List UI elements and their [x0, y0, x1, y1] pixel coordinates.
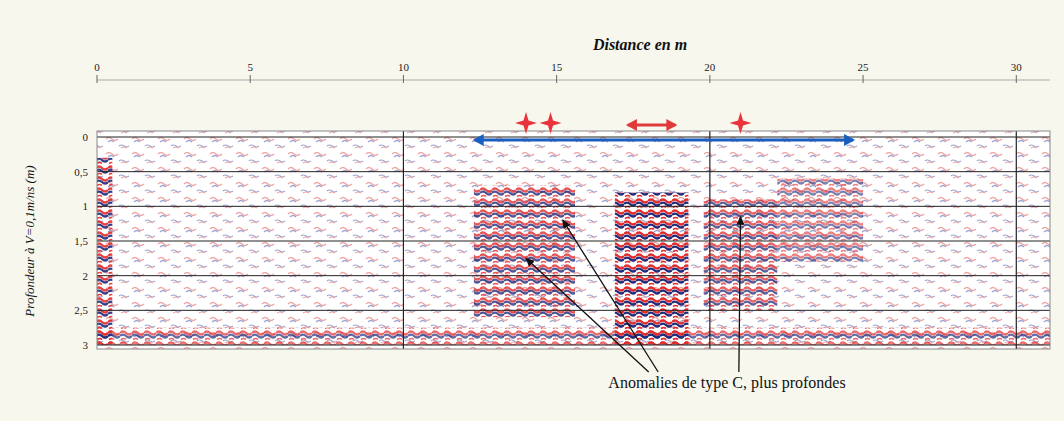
- x-axis-title: Distance en m: [592, 36, 687, 53]
- grid-line: [403, 131, 404, 349]
- y-tick-label: 2: [83, 270, 89, 282]
- grid-line: [97, 345, 1050, 346]
- y-tick-label: 3: [83, 339, 89, 351]
- zone-arrow: [628, 124, 675, 127]
- x-tick-label: 0: [94, 61, 100, 73]
- star-marker: [515, 112, 537, 134]
- x-axis-line: [97, 80, 1050, 81]
- chart: 0 5 10 15 20 25 30 0 0,5 1 1,5 2 2,5 3 Distance en m Pr…: [0, 0, 1064, 421]
- grid-line: [1016, 131, 1017, 349]
- annotation-pointer: [739, 217, 741, 372]
- y-tick-label: 1,5: [74, 235, 88, 247]
- span-arrow: [475, 139, 853, 142]
- star-marker: [540, 112, 562, 134]
- reflection-zone: [474, 186, 575, 318]
- annotation-text: Anomalies de type C, plus profondes: [608, 374, 845, 392]
- y-tick-label: 0,5: [74, 166, 88, 178]
- reflection-zone: [97, 328, 1050, 345]
- plot-area: [97, 131, 1050, 349]
- annotation-pointer: [563, 220, 658, 372]
- x-tick-label: 30: [1011, 61, 1023, 73]
- x-tick: [97, 75, 98, 83]
- y-tick-label: 1: [83, 200, 89, 212]
- x-tick-label: 20: [704, 61, 716, 73]
- grid-line: [97, 206, 1050, 207]
- radargram: [97, 131, 1050, 349]
- x-tick: [709, 75, 710, 83]
- grid-line: [97, 241, 1050, 242]
- x-tick: [403, 75, 404, 83]
- x-tick: [863, 75, 864, 83]
- grid-line: [97, 137, 1050, 138]
- x-tick: [250, 75, 251, 83]
- reflection-zone: [97, 131, 1050, 349]
- plot-frame: [97, 131, 1050, 349]
- x-tick-label: 5: [247, 61, 253, 73]
- y-axis-title: Profondeur à V=0,1m/ns (m): [22, 165, 37, 317]
- reflection-zone: [97, 158, 112, 345]
- grid-line: [97, 310, 1050, 311]
- x-tick-label: 10: [398, 61, 410, 73]
- x-tick: [1016, 75, 1017, 83]
- grid-line: [709, 131, 710, 349]
- reflection-zone: [615, 192, 689, 345]
- x-tick-label: 15: [551, 61, 563, 73]
- reflection-zone: [777, 179, 863, 262]
- x-tick-label: 25: [858, 61, 870, 73]
- y-tick-label: 2,5: [74, 304, 88, 316]
- grid-line: [97, 171, 1050, 172]
- y-tick-label: 0: [83, 131, 89, 143]
- annotation-pointer: [526, 258, 649, 372]
- grid-line: [97, 275, 1050, 276]
- x-tick: [556, 75, 557, 83]
- star-marker: [730, 112, 752, 134]
